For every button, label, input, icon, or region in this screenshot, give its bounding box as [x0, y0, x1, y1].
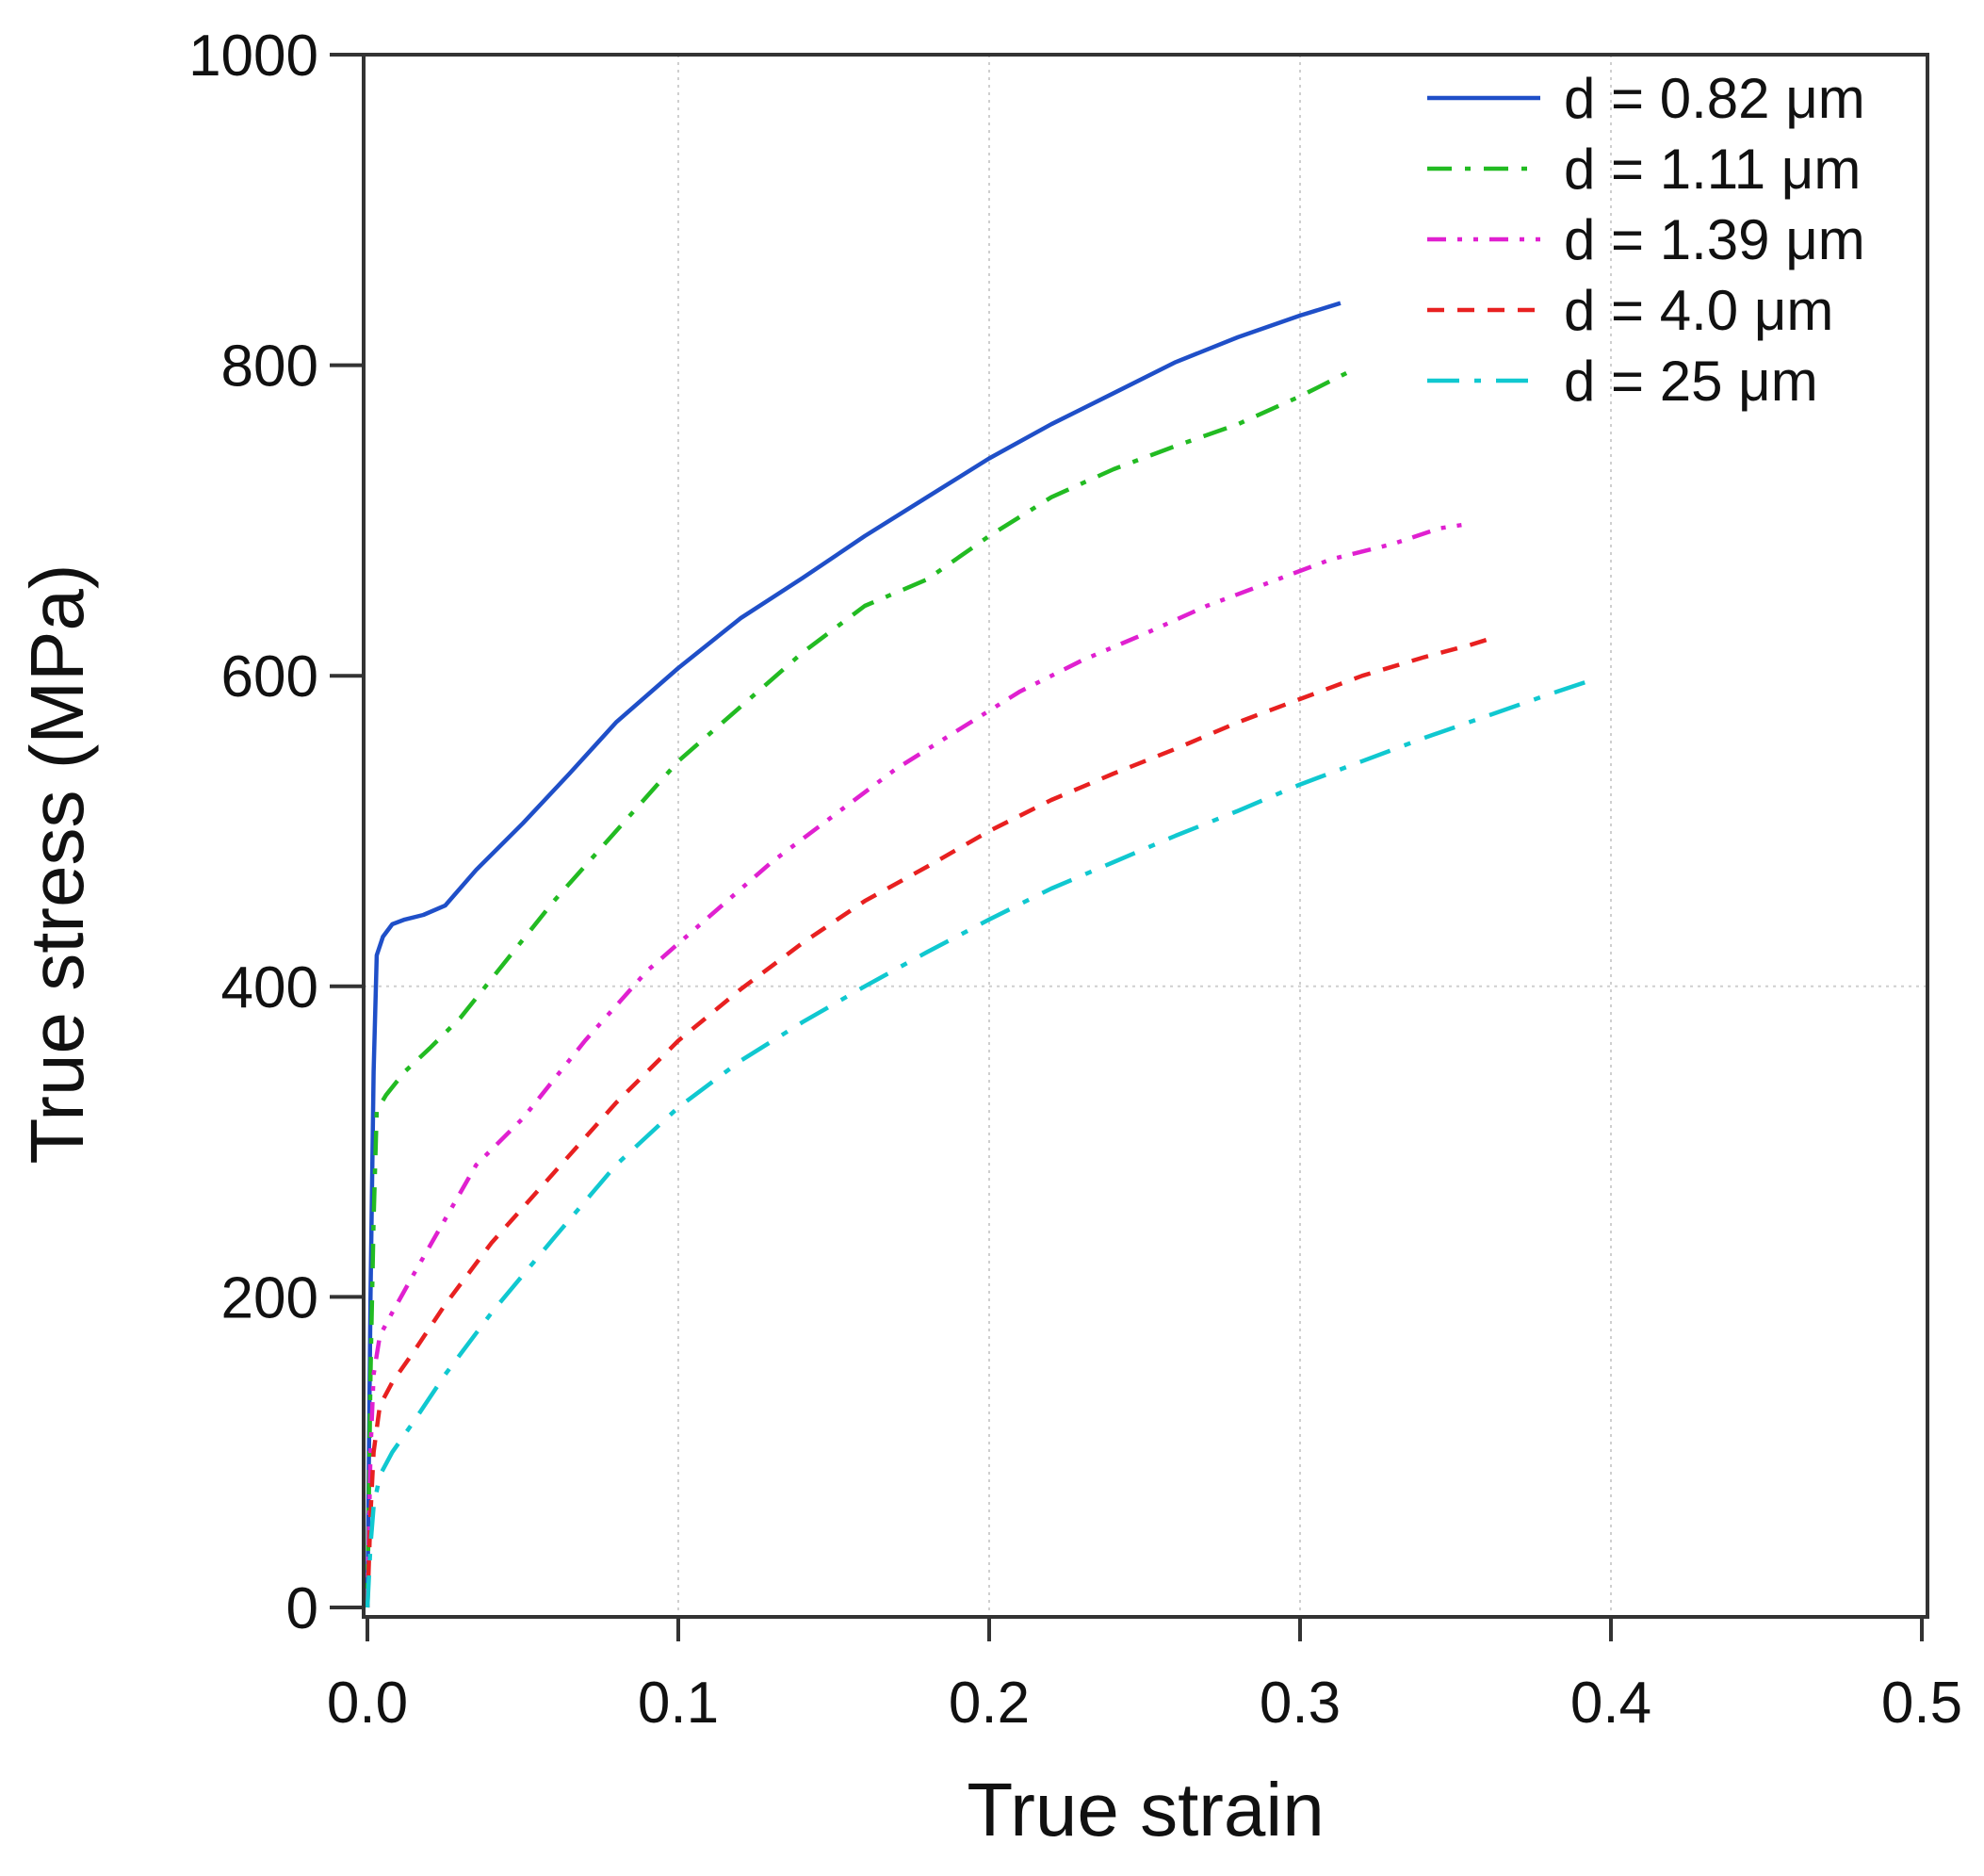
y-axis-title: True stress (MPa) — [15, 563, 99, 1164]
y-tick-label: 800 — [221, 334, 318, 400]
plot-frame — [362, 53, 1929, 1619]
series-line-4 — [365, 634, 1497, 1608]
axes-layer — [362, 53, 1929, 1619]
series-line-2 — [365, 370, 1348, 1608]
x-axis-title: True strain — [967, 1768, 1324, 1852]
legend-label-3: d = 1.39 μm — [1564, 208, 1865, 271]
y-tick-label: 0 — [286, 1576, 318, 1641]
x-tick-label: 0.0 — [327, 1671, 408, 1736]
y-tick-label: 600 — [221, 644, 318, 710]
y-tick-label: 1000 — [188, 24, 318, 89]
y-tick-label: 400 — [221, 955, 318, 1020]
legend-label-5: d = 25 μm — [1564, 350, 1818, 413]
series-layer — [365, 301, 1597, 1608]
legend-label-4: d = 4.0 μm — [1564, 279, 1833, 342]
x-tick-label: 0.3 — [1260, 1671, 1341, 1736]
legend: d = 0.82 μm d = 1.11 μm d = 1.39 μm d = 4.0… — [1427, 67, 1865, 413]
series-line-1 — [365, 301, 1342, 1608]
y-tick-label: 200 — [221, 1265, 318, 1330]
x-tick-label: 0.2 — [949, 1671, 1030, 1736]
x-tick-label: 0.1 — [638, 1671, 719, 1736]
series-line-3 — [365, 521, 1472, 1608]
ticks-layer: 0.0 0.1 0.2 0.3 0.4 0.5 0 200 400 600 800 1000 — [188, 24, 1962, 1736]
series-line-5 — [365, 677, 1597, 1608]
x-tick-label: 0.4 — [1570, 1671, 1651, 1736]
legend-label-1: d = 0.82 μm — [1564, 67, 1865, 130]
legend-label-2: d = 1.11 μm — [1564, 138, 1861, 201]
x-tick-label: 0.5 — [1881, 1671, 1962, 1736]
